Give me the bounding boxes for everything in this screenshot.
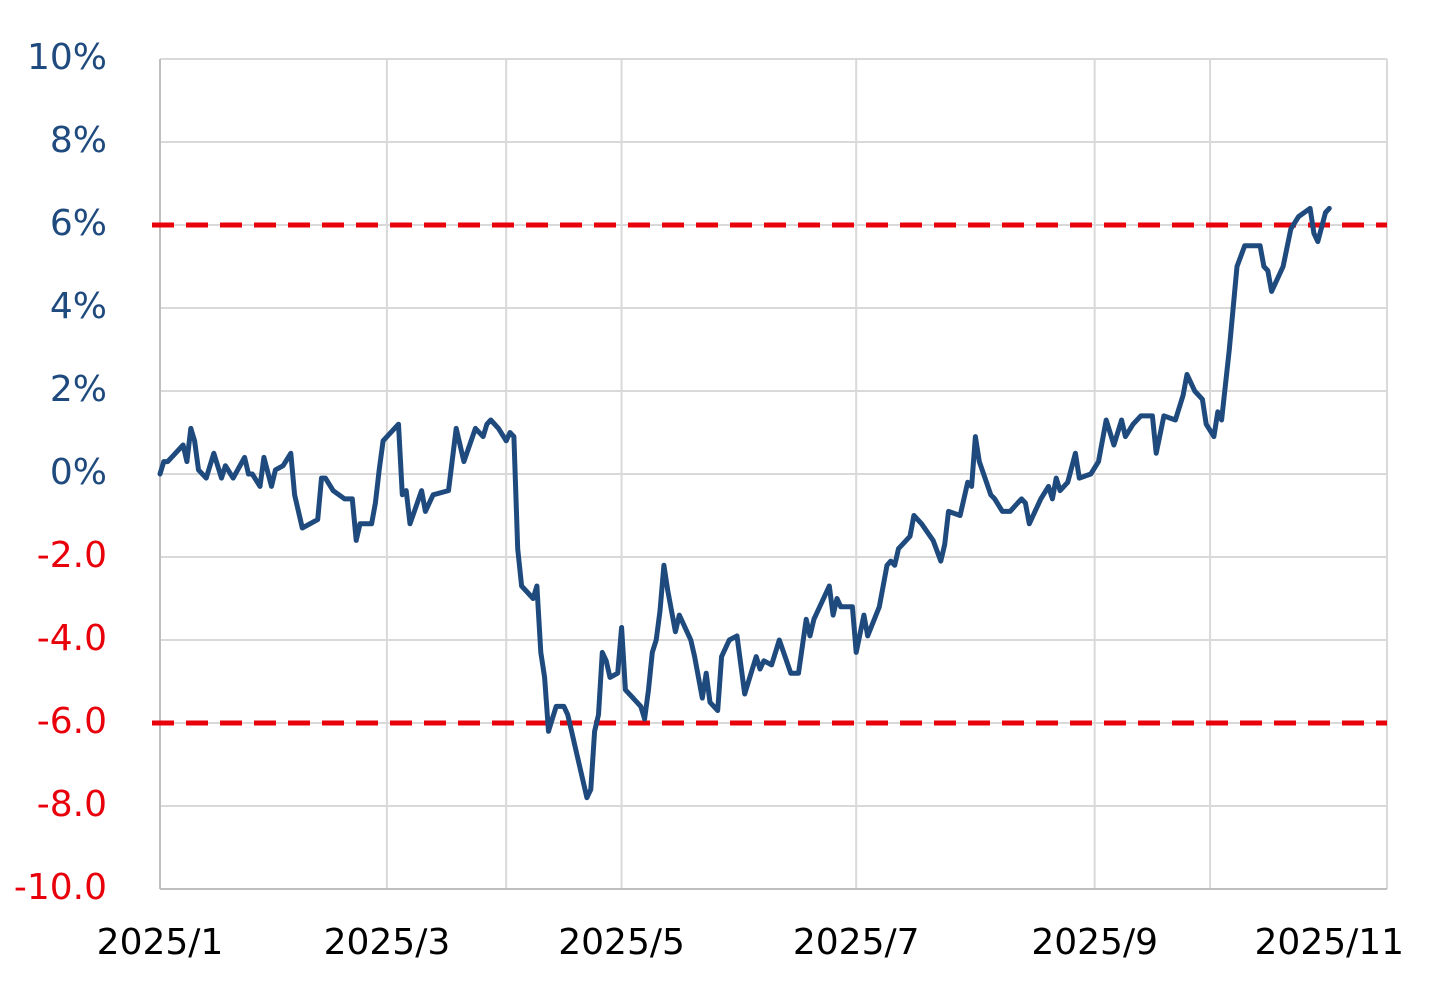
y-tick-label: -10.0 <box>14 867 107 908</box>
y-tick-label: -4.0 <box>37 618 107 659</box>
y-tick-label: 6% <box>50 203 107 244</box>
x-tick-label: 2025/5 <box>558 922 685 963</box>
x-tick-label: 2025/3 <box>324 922 451 963</box>
y-tick-label: -2.0 <box>37 535 107 576</box>
y-tick-label: 8% <box>50 120 107 161</box>
y-tick-label: 10% <box>27 37 107 78</box>
x-tick-label: 2025/7 <box>793 922 920 963</box>
x-tick-label: 2025/1 <box>97 922 224 963</box>
y-tick-label: -8.0 <box>37 784 107 825</box>
data-line <box>157 205 1332 801</box>
y-tick-label: -6.0 <box>37 701 107 742</box>
x-tick-label: 2025/9 <box>1031 922 1158 963</box>
y-tick-label: 2% <box>50 369 107 410</box>
y-tick-label: 4% <box>50 286 107 327</box>
y-tick-label: 0% <box>50 452 107 493</box>
x-tick-label: 2025/11 <box>1255 922 1405 963</box>
